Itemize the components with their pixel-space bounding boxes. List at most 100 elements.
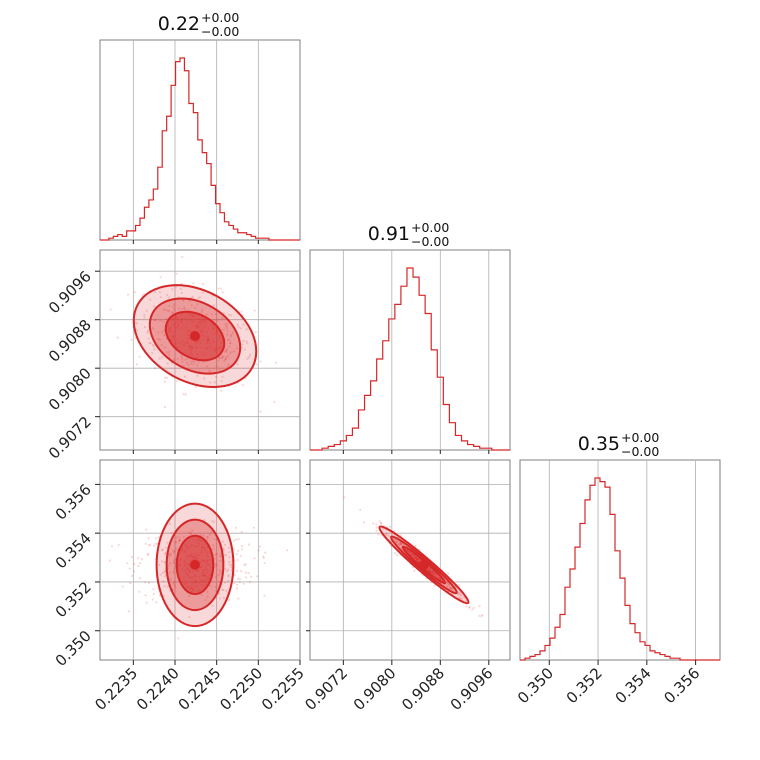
param3-title-upper: +0.00 (621, 430, 659, 445)
sample-point (232, 539, 236, 542)
sample-point (214, 375, 217, 378)
sample-point (259, 410, 262, 413)
sample-point (219, 357, 222, 360)
sample-point (169, 552, 172, 555)
sample-point (222, 588, 225, 592)
contour-peak (190, 331, 200, 342)
sample-point (375, 523, 378, 526)
sample-point (227, 568, 230, 572)
sample-point (163, 553, 166, 556)
sample-point (153, 366, 156, 370)
sample-point (247, 356, 251, 359)
sample-point (145, 601, 148, 604)
sample-point (216, 318, 219, 321)
sample-point (155, 537, 158, 540)
sample-point (233, 350, 236, 353)
y-tick-label: 0.352 (52, 578, 95, 621)
param3-title-lower: −0.00 (621, 444, 659, 459)
param1-title-upper: +0.00 (201, 10, 239, 25)
sample-point (154, 319, 157, 322)
sample-point (372, 522, 375, 525)
y-tick-label: 0.354 (52, 529, 95, 572)
sample-point (137, 556, 140, 559)
sample-point (166, 294, 169, 297)
x-tick-label: 0.2240 (133, 664, 183, 714)
sample-point (164, 570, 167, 573)
sample-point (161, 571, 164, 574)
sample-point (206, 536, 209, 539)
sample-point (146, 553, 149, 556)
sample-point (235, 583, 239, 587)
sample-point (152, 345, 155, 348)
sample-point (460, 594, 463, 597)
y-tick-label: 0.9088 (45, 316, 95, 366)
sample-point (178, 538, 181, 542)
sample-point (250, 575, 253, 578)
sample-point (230, 314, 233, 317)
sample-point (173, 567, 176, 570)
sample-point (189, 360, 192, 363)
sample-point (161, 330, 164, 333)
sample-point (462, 596, 466, 599)
sample-point (235, 587, 238, 590)
sample-point (128, 567, 131, 570)
sample-point (194, 306, 197, 309)
sample-point (185, 361, 189, 364)
sample-point (215, 553, 218, 556)
sample-point (240, 530, 243, 534)
sample-point (227, 546, 230, 550)
sample-point (194, 386, 197, 389)
sample-point (173, 583, 176, 586)
sample-point (236, 577, 239, 580)
sample-point (458, 596, 461, 599)
sample-point (165, 376, 168, 379)
sample-point (196, 303, 199, 306)
sample-point (190, 304, 193, 307)
sample-point (191, 529, 194, 532)
sample-point (226, 365, 229, 368)
panel-param3-histogram: 0.35 +0.00 −0.00 (519, 430, 721, 661)
sample-point (223, 581, 226, 584)
sample-point (254, 331, 257, 334)
sample-point (175, 536, 178, 539)
sample-point (212, 521, 215, 524)
sample-point (240, 310, 243, 313)
sample-point (224, 567, 227, 570)
sample-point (393, 530, 396, 533)
sample-point (187, 531, 191, 534)
sample-point (210, 531, 213, 534)
sample-point (155, 601, 158, 604)
x-tick-label: 0.9072 (301, 664, 351, 714)
sample-point (158, 291, 161, 294)
sample-point (143, 316, 146, 319)
sample-point (168, 571, 171, 575)
histogram-step (100, 57, 300, 241)
sample-point (192, 282, 195, 285)
sample-point (211, 548, 214, 551)
sample-point (147, 581, 151, 585)
param1-title-lower: −0.00 (201, 24, 239, 39)
sample-point (182, 364, 185, 368)
contour-peak (418, 559, 429, 570)
sample-point (209, 584, 212, 587)
sample-point (137, 564, 140, 568)
sample-point (243, 348, 246, 351)
sample-point (258, 545, 261, 548)
y-tick-label: 0.350 (52, 627, 95, 670)
sample-point (459, 592, 462, 595)
sample-point (172, 572, 175, 575)
sample-point (236, 569, 239, 573)
sample-point (230, 565, 233, 569)
sample-point (140, 558, 144, 561)
sample-point (210, 313, 213, 316)
sample-point (130, 338, 133, 341)
sample-point (245, 340, 248, 343)
x-tick-label: 0.9096 (447, 664, 497, 714)
sample-point (380, 521, 383, 525)
sample-point (147, 337, 150, 340)
sample-point (398, 542, 401, 545)
sample-point (447, 572, 450, 575)
sample-point (227, 575, 230, 578)
sample-point (168, 353, 171, 356)
sample-point (155, 542, 159, 545)
